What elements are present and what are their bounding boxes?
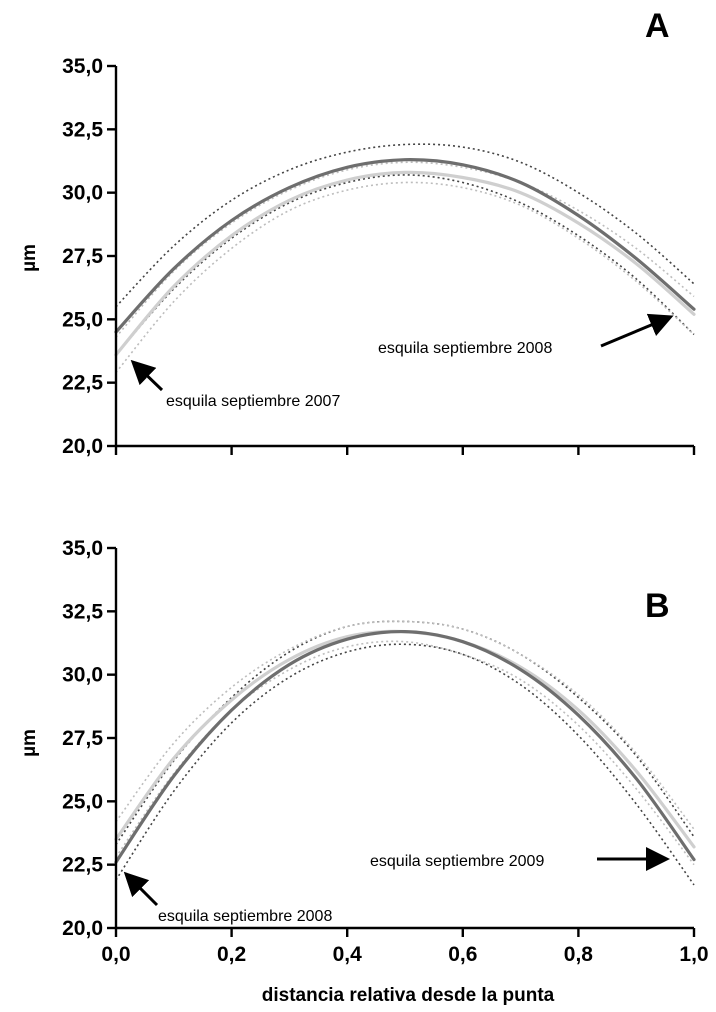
y-tick-label: 22,5: [62, 854, 103, 877]
x-tick-label: 1,0: [679, 943, 708, 966]
confidence-bands: [115, 620, 695, 886]
dark-series-upper-band: [115, 620, 695, 845]
annotation-arrow-right: [600, 313, 674, 348]
light-series-lower-band: [115, 181, 695, 374]
y-axis-title: µm: [19, 244, 40, 272]
dark-series-lower-band: [115, 643, 695, 886]
y-tick-label: 32,5: [62, 600, 103, 623]
dark-series-line: [114, 158, 696, 334]
y-tick-label: 35,0: [62, 537, 103, 560]
light-series-lower-band: [115, 640, 695, 866]
x-tick-label: 0,6: [448, 943, 477, 966]
y-axis-title: µm: [19, 729, 40, 757]
dark-series-lower-band: [115, 174, 695, 356]
series-lines: [114, 158, 696, 357]
annotation-label-right: esquila septiembre 2009: [370, 853, 544, 870]
y-tick-label: 27,5: [62, 727, 103, 750]
panel-label: B: [645, 587, 670, 625]
x-tick-label: 0,8: [564, 943, 594, 966]
y-tick-label: 32,5: [62, 118, 103, 141]
light-series-upper-band: [115, 161, 695, 338]
light-series-line: [114, 170, 696, 357]
annotations: esquila septiembre 2008 esquila septiemb…: [123, 847, 670, 925]
axes: 20,0 22,5 25,0 27,5 30,0 32,5 35,0 0,0 0,2 0,4 0,6…: [62, 537, 708, 966]
panel-label: A: [645, 7, 670, 45]
y-tick-label: 22,5: [62, 372, 103, 395]
annotation-arrow-left: [123, 871, 159, 907]
series-lines: [114, 629, 696, 864]
y-tick-label: 30,0: [62, 182, 103, 205]
y-tick-label: 20,0: [62, 917, 103, 940]
x-tick-label: 0,0: [101, 943, 130, 966]
y-tick-label: 27,5: [62, 245, 103, 268]
annotation-label-left: esquila septiembre 2008: [158, 908, 332, 925]
annotation-arrow-left: [130, 359, 164, 392]
confidence-bands: [115, 143, 695, 374]
chart-panel-a: 20,0 22,5 25,0 27,5 30,0 32,5 35,0 esquila sep…: [19, 7, 696, 458]
x-tick-label: 0,2: [217, 943, 246, 966]
y-tick-label: 25,0: [62, 790, 103, 813]
annotation-label-left: esquila septiembre 2007: [166, 393, 340, 410]
dark-series-line: [114, 629, 696, 864]
dark-series-upper-band: [115, 143, 695, 308]
y-tick-label: 25,0: [62, 308, 103, 331]
y-tick-label: 20,0: [62, 435, 103, 458]
chart-panel-b: 20,0 22,5 25,0 27,5 30,0 32,5 35,0 0,0 0,2 0,4 0,6…: [19, 537, 709, 1006]
axes: 20,0 22,5 25,0 27,5 30,0 32,5 35,0: [62, 55, 696, 458]
x-tick-label: 0,4: [333, 943, 363, 966]
y-tick-label: 30,0: [62, 664, 103, 687]
x-axis-title: distancia relativa desde la punta: [262, 985, 555, 1006]
y-tick-label: 35,0: [62, 55, 103, 78]
annotations: esquila septiembre 2007 esquila septiemb…: [130, 313, 674, 410]
light-series-upper-band: [115, 620, 695, 830]
annotation-label-right: esquila septiembre 2008: [378, 340, 552, 357]
